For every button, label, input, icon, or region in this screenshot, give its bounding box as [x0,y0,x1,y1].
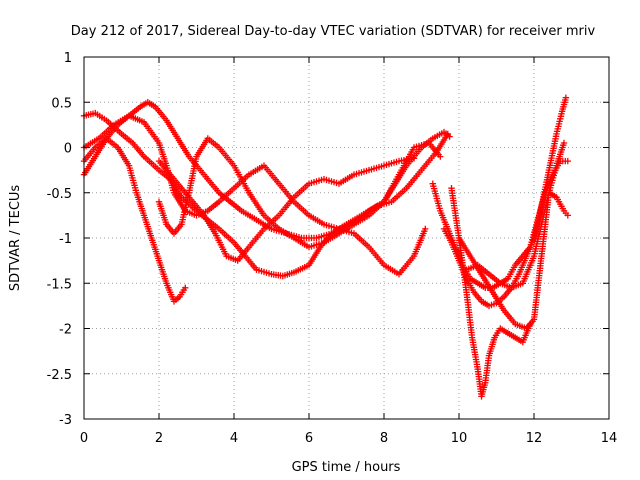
y-tick-label: -2 [59,323,72,338]
grid-lines [84,57,609,419]
chart-title: Day 212 of 2017, Sidereal Day-to-day VTE… [71,24,596,39]
y-tick-label: 0.5 [51,96,72,111]
x-tick-label: 6 [305,431,313,446]
x-tick-label: 14 [601,431,618,446]
data-point [564,157,571,165]
plot-frame [83,56,610,420]
y-tick-label: 1 [64,51,72,66]
y-tick-label: -1.5 [47,277,72,292]
sat-track-4 [80,112,429,278]
sat-track-9 [440,94,570,310]
data-point [560,139,568,147]
x-tick-label: 10 [451,431,468,446]
y-tick-label: -3 [59,413,72,428]
x-tick-label: 4 [230,431,238,446]
y-tick-label: -2.5 [47,368,72,383]
x-axis-label: GPS time / hours [292,460,401,475]
data-point [444,130,451,138]
data-point [410,155,418,162]
x-tick-labels: 0 2 4 6 8 10 12 14 [80,431,617,446]
x-tick-label: 0 [80,431,88,446]
sat-track-3 [80,135,189,305]
sat-track-10 [455,189,571,332]
y-tick-label: 0 [64,142,72,157]
data-point [422,225,429,233]
axis-ticks [83,56,610,420]
data-markers [80,94,571,400]
x-tick-label: 8 [380,431,388,446]
data-point [564,212,571,219]
y-tick-label: -1 [59,232,72,247]
data-point [437,153,444,160]
sat-track-11 [463,139,568,291]
x-tick-label: 2 [155,431,163,446]
y-tick-label: -0.5 [47,187,72,202]
data-point [182,284,189,291]
y-axis-label: SDTVAR / TECUs [8,185,23,292]
data-point [562,94,570,101]
x-tick-label: 12 [526,431,543,446]
sat-track-6 [155,135,444,251]
y-tick-labels: 1 0.5 0 -0.5 -1 -1.5 -2 -2.5 -3 [47,51,72,428]
